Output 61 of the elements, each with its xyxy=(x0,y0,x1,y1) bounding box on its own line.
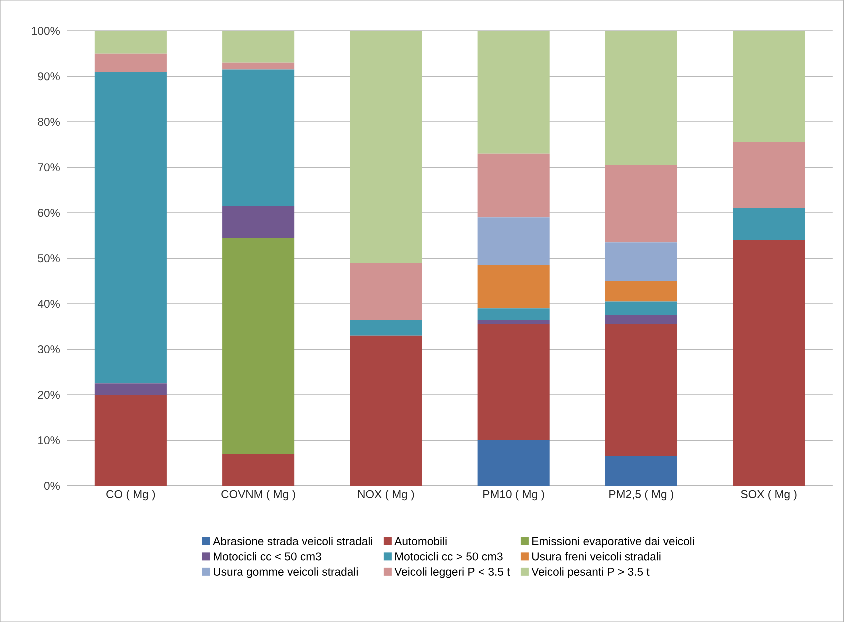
legend-label: Motocicli cc < 50 cm3 xyxy=(214,552,322,561)
bar xyxy=(478,154,550,218)
legend-label: Veicoli leggeri P < 3.5 t xyxy=(394,568,510,578)
y-tick-label: 30% xyxy=(38,346,60,354)
bar xyxy=(94,31,167,54)
legend-label: Veicoli pesanti P > 3.5 t xyxy=(532,568,650,578)
bar xyxy=(605,302,678,316)
x-tick-label: COVNM ( Mg ) xyxy=(222,490,296,501)
bar xyxy=(94,384,167,396)
legend-label: Automobili xyxy=(394,537,447,546)
bar xyxy=(733,142,806,209)
bar xyxy=(733,31,806,143)
bar xyxy=(478,31,550,154)
bar xyxy=(605,31,678,166)
x-tick-label: SOX ( Mg ) xyxy=(741,490,797,501)
y-tick-label: 90% xyxy=(38,72,60,81)
bar xyxy=(222,454,295,486)
x-tick-label: NOX ( Mg ) xyxy=(358,490,414,501)
bar xyxy=(478,266,550,309)
bar xyxy=(478,320,550,325)
bar xyxy=(350,31,422,264)
bar xyxy=(350,263,422,320)
y-tick-label: 50% xyxy=(38,254,60,263)
bar xyxy=(350,320,422,336)
bar xyxy=(605,282,678,302)
x-tick-label: PM10 ( Mg ) xyxy=(484,490,544,501)
bar xyxy=(605,166,678,243)
bar xyxy=(733,208,806,241)
bar xyxy=(478,218,550,266)
legend-label: Usura gomme veicoli stradali xyxy=(214,568,358,578)
bar xyxy=(733,240,806,486)
bar xyxy=(94,395,167,486)
y-tick-label: 10% xyxy=(38,436,60,445)
bar xyxy=(94,54,167,72)
bar xyxy=(222,63,295,70)
y-tick-label: 40% xyxy=(38,300,60,308)
bar xyxy=(222,238,295,454)
bar xyxy=(605,242,678,282)
y-tick-label: 0% xyxy=(44,482,60,490)
bar xyxy=(478,440,550,486)
bar xyxy=(222,70,295,206)
bar xyxy=(605,456,678,486)
y-tick-label: 100% xyxy=(32,27,60,36)
x-tick-label: CO ( Mg ) xyxy=(106,490,156,501)
bar xyxy=(350,336,422,486)
bar xyxy=(222,31,295,64)
bar xyxy=(478,324,550,441)
legend-label: Motocicli cc > 50 cm3 xyxy=(396,552,503,561)
bar xyxy=(605,324,678,457)
legend-label: Abrasione strada veicoli stradali xyxy=(213,537,372,546)
x-tick-label: PM2,5 ( Mg ) xyxy=(610,490,674,501)
y-tick-label: 60% xyxy=(38,209,60,218)
bar xyxy=(478,308,550,320)
bar xyxy=(94,72,167,384)
y-tick-label: 70% xyxy=(38,164,60,172)
bar xyxy=(605,316,678,325)
y-tick-label: 20% xyxy=(38,391,60,400)
legend-label: Emissioni evaporative dai veicoli xyxy=(532,537,694,548)
bar xyxy=(222,206,295,238)
legend-label: Usura freni veicoli stradali xyxy=(532,552,661,561)
y-tick-label: 80% xyxy=(38,118,60,126)
